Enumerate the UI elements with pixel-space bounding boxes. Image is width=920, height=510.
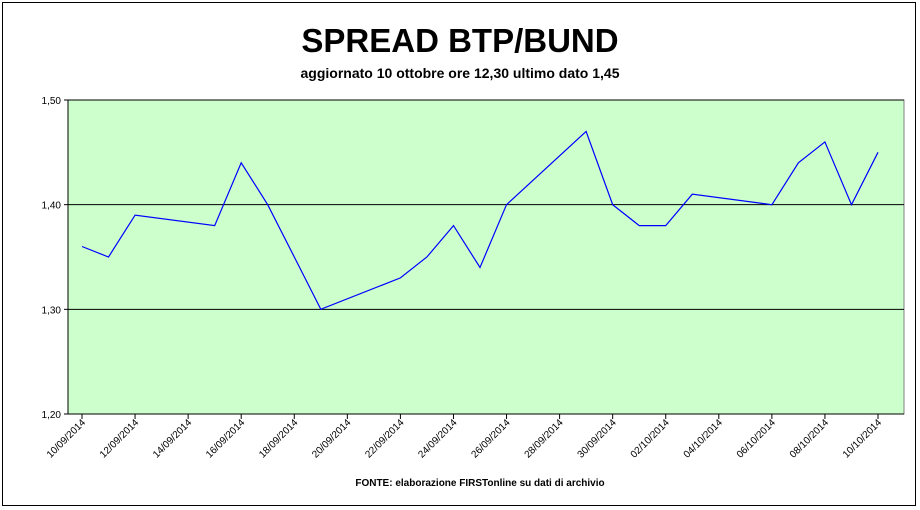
x-tick-label: 10/09/2014	[45, 417, 88, 460]
series-line	[81, 130, 879, 311]
x-tick-label: 26/09/2014	[469, 417, 512, 460]
x-axis-ticks: 10/09/2014 12/09/2014 14/09/2014 16/09/2014…	[45, 414, 884, 461]
x-tick-label: 30/09/2014	[576, 417, 619, 460]
gridlines	[68, 99, 904, 310]
source-note: FONTE: elaborazione FIRSTonline su dati …	[355, 478, 605, 489]
y-axis-ticks: 1,20 1,30 1,40 1,50	[42, 96, 68, 421]
x-tick-label: 04/10/2014	[682, 417, 725, 460]
y-tick-label: 1,30	[42, 305, 62, 316]
plot-area	[67, 99, 905, 415]
x-tick-label: 22/09/2014	[363, 417, 406, 460]
x-tick-label: 18/09/2014	[257, 417, 300, 460]
chart-title: SPREAD BTP/BUND	[301, 22, 619, 59]
y-tick-label: 1,40	[42, 201, 62, 212]
x-tick-label: 12/09/2014	[98, 417, 141, 460]
chart-subtitle: aggiornato 10 ottobre ore 12,30 ultimo d…	[300, 65, 620, 81]
x-tick-label: 24/09/2014	[416, 417, 459, 460]
x-tick-label: 10/10/2014	[841, 417, 884, 460]
x-tick-label: 14/09/2014	[151, 417, 194, 460]
x-tick-label: 06/10/2014	[735, 417, 778, 460]
x-tick-label: 02/10/2014	[629, 417, 672, 460]
y-tick-label: 1,50	[42, 96, 62, 107]
x-tick-label: 16/09/2014	[204, 417, 247, 460]
x-tick-label: 20/09/2014	[310, 417, 353, 460]
y-tick-label: 1,20	[42, 410, 62, 421]
axes	[67, 100, 904, 415]
x-tick-label: 28/09/2014	[523, 417, 566, 460]
x-tick-label: 08/10/2014	[788, 417, 831, 460]
